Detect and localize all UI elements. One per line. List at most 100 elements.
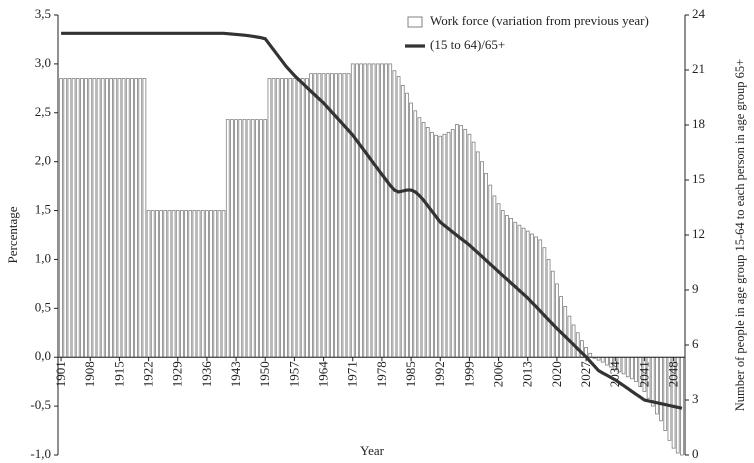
bar: [317, 73, 322, 358]
bar: [438, 135, 443, 358]
bar: [575, 332, 580, 358]
bar: [280, 78, 284, 358]
bar: [571, 324, 576, 358]
bar: [546, 259, 551, 358]
bar: [538, 239, 543, 358]
bar: [600, 356, 605, 363]
bar: [417, 117, 422, 358]
y-tick-label: 3,0: [35, 55, 51, 70]
bar: [488, 184, 493, 358]
bar: [296, 78, 301, 358]
y2-tick-label: 18: [692, 116, 705, 131]
bar: [496, 203, 501, 358]
bar: [455, 124, 459, 358]
bar: [542, 247, 547, 358]
bar: [363, 63, 368, 358]
bar: [525, 230, 530, 358]
y2-tick-label: 3: [692, 391, 699, 406]
bar: [305, 78, 309, 358]
bar: [117, 78, 122, 358]
bar: [534, 236, 538, 358]
bar: [200, 210, 205, 358]
bar: [359, 63, 363, 358]
bar: [213, 210, 218, 358]
bar: [88, 78, 93, 358]
bar: [500, 210, 505, 358]
bar: [325, 73, 330, 358]
y2-tick-label: 0: [692, 446, 699, 461]
bar: [121, 78, 126, 358]
y2-tick-label: 21: [692, 61, 705, 76]
bar: [384, 63, 388, 358]
bar: [434, 134, 438, 358]
bar: [180, 210, 184, 358]
x-tick-label: 1950: [257, 361, 272, 387]
bar: [367, 63, 372, 358]
bar: [188, 210, 193, 358]
y-tick-label: 3,5: [35, 6, 51, 21]
bar: [442, 133, 447, 358]
legend-label: (15 to 64)/65+: [430, 37, 505, 52]
legend-swatch: [407, 16, 423, 28]
x-tick-label: 1971: [345, 361, 360, 387]
bar: [530, 233, 534, 358]
bar: [559, 296, 563, 358]
y2-tick-label: 24: [692, 6, 706, 21]
bar: [621, 356, 626, 375]
bar: [321, 73, 326, 358]
bar: [555, 283, 559, 358]
x-tick-label: 2006: [491, 361, 506, 388]
bar: [284, 78, 288, 358]
x-tick-label: 2013: [520, 361, 535, 387]
x-tick-label: 1985: [403, 361, 418, 387]
bar: [450, 128, 455, 358]
bar: [588, 352, 593, 358]
bar: [680, 356, 684, 456]
bar: [175, 210, 180, 358]
x-tick-label: 1908: [82, 361, 97, 387]
bar: [346, 73, 351, 358]
bar: [125, 78, 130, 358]
bar: [371, 63, 376, 358]
x-tick-label: 1992: [432, 361, 447, 387]
bar: [409, 102, 413, 358]
bar: [388, 63, 393, 358]
y2-axis-title: Number of people in age group 15-64 to e…: [733, 59, 747, 411]
bar: [563, 305, 568, 358]
bar: [650, 356, 655, 407]
bar: [105, 78, 109, 358]
bar: [155, 210, 159, 358]
bar: [425, 127, 430, 358]
x-tick-label: 1957: [286, 361, 301, 388]
bar: [130, 78, 134, 358]
bar: [80, 78, 84, 358]
y-tick-label: 1,5: [35, 202, 51, 217]
bar: [246, 119, 251, 358]
y-axis-title: Percentage: [5, 206, 20, 263]
x-tick-label: 1964: [316, 361, 331, 388]
bar: [225, 119, 230, 358]
bar: [109, 78, 113, 358]
bar: [396, 76, 401, 358]
x-tick-label: 2041: [636, 361, 651, 387]
bar: [267, 78, 272, 358]
bar: [659, 356, 663, 422]
bar: [375, 63, 380, 358]
y-tick-label: 2,5: [35, 104, 51, 119]
bar: [550, 270, 555, 358]
bar: [159, 210, 163, 358]
x-tick-label: 1915: [111, 361, 126, 387]
bar: [492, 195, 497, 358]
x-tick-label: 2020: [549, 361, 564, 387]
bar: [309, 73, 313, 358]
bar: [146, 210, 151, 358]
bar: [250, 119, 255, 358]
bar: [421, 122, 426, 358]
y2-tick-label: 15: [692, 171, 705, 186]
bar: [59, 78, 63, 358]
bar: [234, 119, 238, 358]
bar: [271, 78, 276, 358]
bar: [196, 210, 201, 358]
bar: [142, 78, 147, 358]
